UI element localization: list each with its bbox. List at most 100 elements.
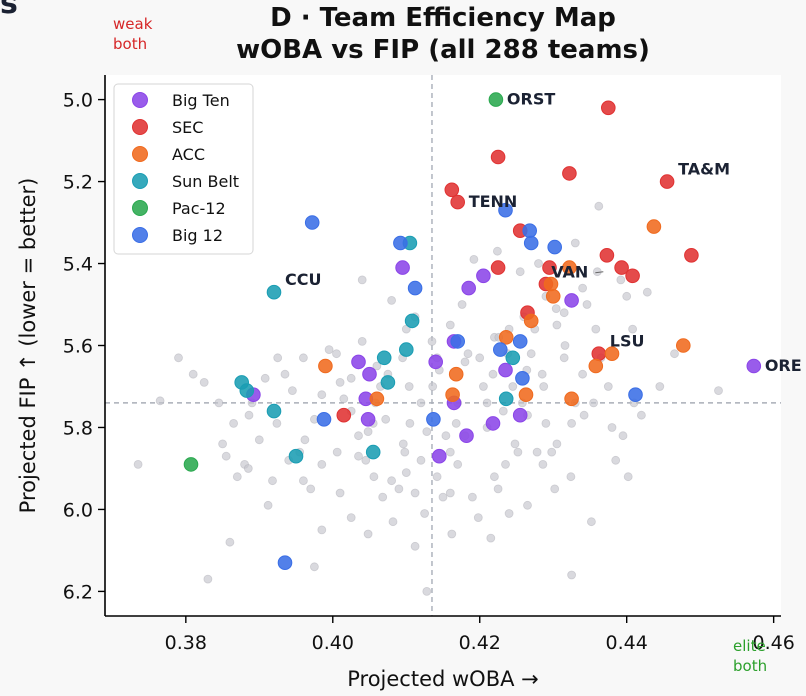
data-point-other [335,377,345,387]
data-point-other [203,574,213,584]
data-point-other [460,357,470,367]
series-big-ten [246,260,762,464]
data-point-sec [336,407,352,423]
data-point-acc [604,346,620,362]
data-point-other [552,439,562,449]
legend-marker-pac-12 [132,200,148,216]
data-point-other [273,353,283,363]
data-point-other [388,517,398,527]
data-point-sun-belt [288,448,304,464]
data-point-big-ten [459,428,474,444]
data-point-other [188,369,198,379]
data-point-sec [542,260,557,275]
data-point-big-ten [432,448,447,464]
data-point-sec [450,194,466,210]
data-point-other [501,459,510,469]
data-point-other [447,529,457,539]
data-point-pac-12 [488,92,504,107]
series-sun-belt [234,235,521,464]
data-point-other [560,341,570,350]
series-pac-12 [183,92,504,472]
data-point-other [559,353,569,363]
data-point-other [463,349,473,359]
y-tick-label: 5.8 [63,417,93,439]
data-point-other [357,336,367,346]
data-point-other [363,427,373,437]
data-point-big-ten [564,293,579,308]
data-point-other [221,451,231,461]
data-point-other [607,423,617,432]
data-point-big-12 [304,215,320,230]
data-point-other [354,451,363,461]
data-point-other [332,349,341,359]
data-point-other [214,398,224,408]
legend-label-sun-belt: Sun Belt [172,172,239,191]
data-point-other [611,455,621,465]
data-point-other [714,386,723,396]
data-point-other [335,488,345,498]
data-point-sec [591,346,607,362]
series-acc [318,219,691,407]
data-point-other [508,382,518,391]
data-point-other [438,492,448,502]
data-point-other [428,382,438,391]
data-point-acc [646,219,662,234]
legend-marker-big-ten [132,92,148,108]
data-point-other [133,459,143,469]
data-point-other [410,488,420,498]
legend-marker-big-12 [132,227,148,243]
data-point-other [225,537,235,547]
data-point-other [361,455,371,465]
data-point-acc [318,358,333,374]
data-point-other [441,431,451,441]
data-point-other [317,459,327,469]
x-tick-label: 0.42 [459,632,501,654]
data-point-sun-belt [376,350,392,366]
legend-label-sec: SEC [172,118,203,137]
data-point-big-12 [316,412,332,427]
y-tick-label: 5.4 [63,254,93,276]
data-point-other [482,398,492,408]
x-tick-label: 0.40 [312,632,354,654]
legend-label-big-12: Big 12 [172,226,223,245]
data-point-sec [599,248,615,263]
data-point-big-ten [485,416,501,431]
data-point-other [410,541,420,551]
data-point-other [422,427,432,437]
data-point-acc [564,391,579,407]
legend-marker-acc [132,146,148,162]
data-point-big-12 [512,334,528,349]
data-point-other [354,431,363,441]
legend-marker-sun-belt [132,173,148,189]
data-point-other [445,447,455,457]
data-point-acc [448,366,464,382]
data-point-other [398,439,408,449]
y-tick-label: 5.0 [63,90,93,112]
data-point-other [372,361,382,371]
data-point-big-ten [476,268,491,284]
data-point-other [552,320,562,330]
data-point-other [298,353,308,363]
data-point-big-12 [523,235,539,251]
data-point-sec [614,260,629,275]
data-point-other [628,324,637,334]
data-point-other [567,418,576,428]
x-tick-label: 0.46 [752,632,794,654]
data-point-other [416,455,426,465]
data-point-other [591,324,601,334]
data-point-other [642,287,652,297]
data-point-other [504,509,514,518]
data-point-other [526,349,536,359]
data-point-pac-12 [183,457,199,472]
data-point-big-ten [351,354,366,370]
data-point-other [229,418,239,428]
data-point-big-ten [428,354,444,370]
data-point-other [537,369,547,379]
data-point-other [317,525,327,535]
data-point-other [498,406,508,416]
legend-marker-sec [132,119,148,135]
chart-title: D · Team Efficiency Map [270,3,616,33]
data-point-other [541,418,551,428]
data-point-big-12 [407,280,423,296]
